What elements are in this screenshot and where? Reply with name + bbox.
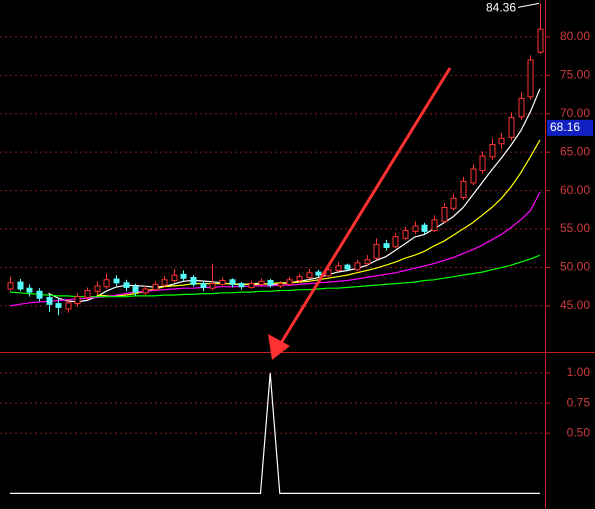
candle-body	[402, 230, 409, 239]
candle-body	[277, 283, 284, 287]
candle-body	[209, 283, 216, 289]
line-series	[9, 254, 541, 298]
candle-body	[470, 168, 477, 184]
candle-body	[296, 276, 303, 282]
candle-body	[7, 282, 14, 290]
candle-body	[325, 269, 332, 277]
y-tick-label: 65.00	[560, 144, 590, 158]
candle-body	[441, 207, 448, 222]
y-tick-label: 80.00	[560, 29, 590, 43]
candle-body	[190, 276, 197, 285]
y-tick-label: 70.00	[560, 106, 590, 120]
candle-body	[412, 225, 419, 232]
candle-body	[498, 137, 505, 145]
candle-body	[229, 279, 236, 285]
annotation-arrow	[268, 67, 452, 360]
price-tag	[547, 119, 593, 136]
candle-body	[123, 282, 130, 288]
candle-body	[383, 243, 390, 248]
candle-body	[489, 143, 496, 158]
candle-body	[161, 279, 168, 286]
candle-body	[508, 117, 515, 139]
candle-body	[65, 302, 72, 310]
high-label: 84.36	[486, 1, 516, 15]
candle-body	[373, 243, 380, 259]
y-tick-label: 45.00	[560, 298, 590, 312]
candle-body	[258, 280, 265, 285]
y-tick-label: 75.00	[560, 67, 590, 81]
candle-body	[286, 279, 293, 285]
current-price-label: 68.16	[550, 120, 580, 134]
candle-body	[84, 290, 91, 298]
candle-body	[152, 283, 159, 291]
candle-body	[113, 278, 120, 284]
candle-body	[460, 180, 467, 199]
y-tick-label: 55.00	[560, 221, 590, 235]
candle-body	[364, 259, 371, 265]
candle-body	[431, 219, 438, 232]
candle-body	[94, 285, 101, 292]
candle-body	[450, 197, 457, 209]
candle-body	[267, 280, 274, 286]
candle-body	[306, 272, 313, 278]
candle-body	[103, 279, 110, 288]
candle-body	[55, 303, 62, 308]
candle-body	[354, 262, 361, 271]
y-tick-label: 50.00	[560, 260, 590, 274]
candle-body	[74, 296, 81, 305]
y-tick-label: 1.00	[567, 365, 591, 379]
candle-body	[421, 224, 428, 232]
candle-body	[26, 287, 33, 293]
candle-body	[335, 265, 342, 272]
candle-body	[248, 283, 255, 288]
candle-body	[180, 273, 187, 279]
high-pointer	[517, 2, 540, 8]
candle-body	[132, 286, 139, 293]
candle-body	[171, 274, 178, 282]
candle-body	[392, 236, 399, 248]
candle-body	[142, 288, 149, 294]
candle-body	[537, 28, 544, 53]
candle-body	[17, 281, 24, 290]
candle-body	[36, 290, 43, 299]
candle-body	[527, 59, 534, 98]
candle-body	[46, 296, 53, 305]
candle-body	[479, 155, 486, 172]
candle-body	[219, 280, 226, 285]
candle-body	[344, 264, 351, 270]
y-tick-label: 60.00	[560, 183, 590, 197]
candle-body	[518, 97, 525, 118]
y-tick-label: 0.75	[567, 395, 591, 409]
line-series	[10, 373, 540, 494]
candle-body	[315, 271, 322, 276]
y-tick-label: 0.50	[567, 425, 591, 439]
candle-body	[200, 283, 207, 288]
candle-body	[238, 283, 245, 288]
